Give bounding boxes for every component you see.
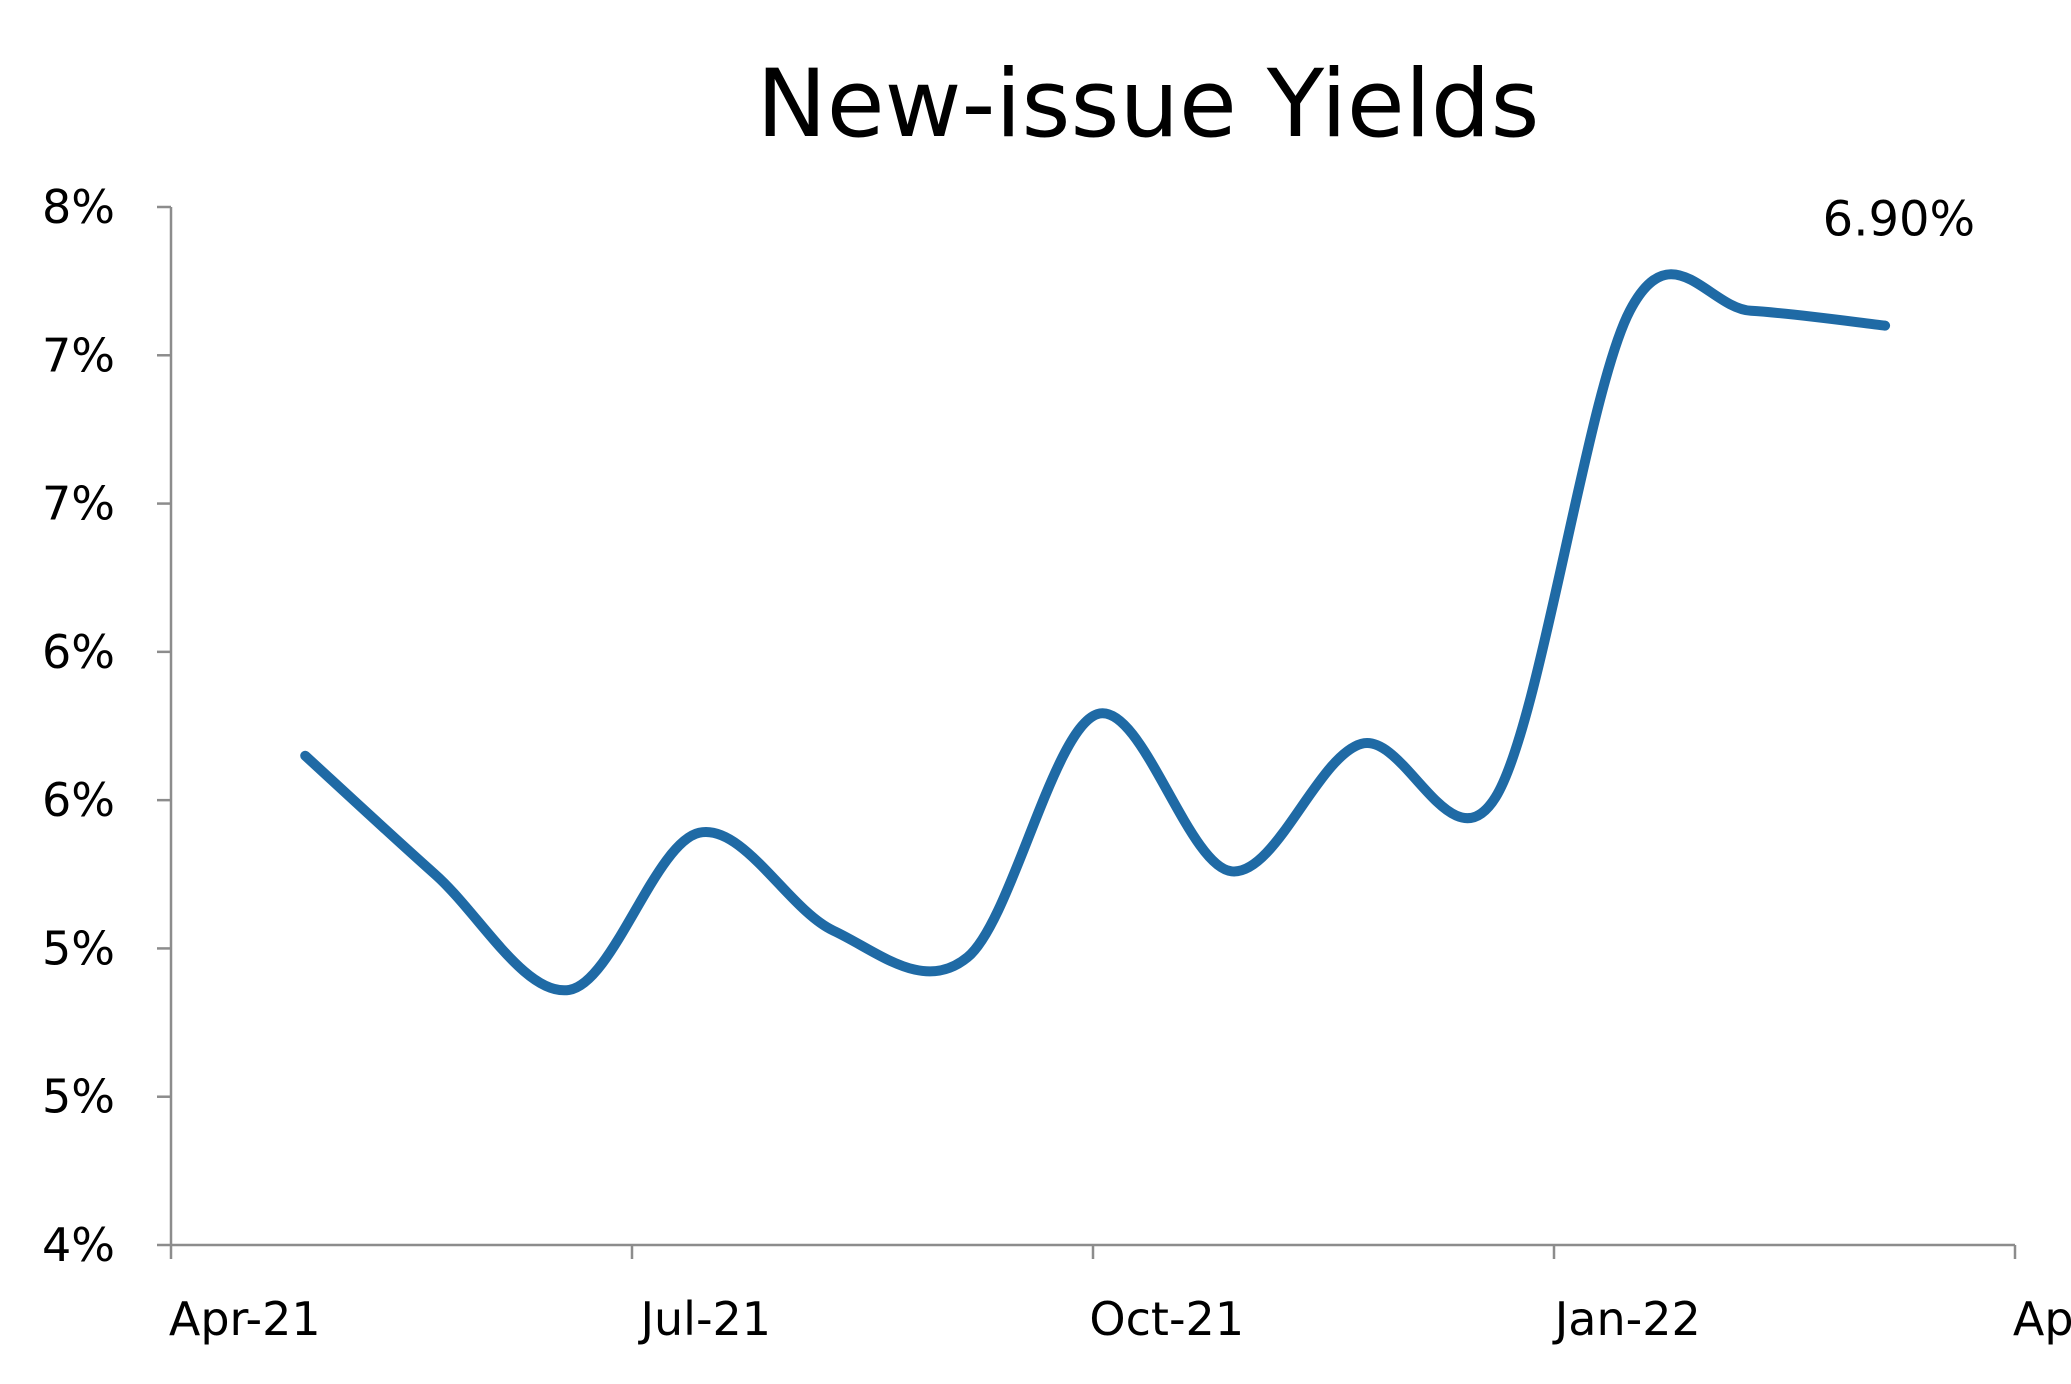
- chart-title: New-issue Yields: [756, 50, 1539, 159]
- x-tick-label: Jan-22: [1552, 1292, 1701, 1346]
- y-tick-label: 4%: [42, 1218, 115, 1272]
- x-axis: Apr-21 Jul-21 Oct-21 Jan-22 Apr-22: [169, 1243, 2071, 1346]
- y-tick-label: 5%: [42, 1070, 115, 1124]
- y-tick-label: 7%: [42, 477, 115, 531]
- x-tick-label: Oct-21: [1089, 1292, 1244, 1346]
- data-label-last-value: 6.90%: [1823, 192, 1975, 248]
- x-tick-label: Apr-21: [169, 1292, 321, 1346]
- series-layer: [300, 269, 1891, 996]
- x-tick-label: Apr-22: [2013, 1292, 2071, 1346]
- y-tick-label: 5%: [42, 921, 115, 975]
- x-tick-label: Jul-21: [637, 1292, 771, 1346]
- y-tick-label: 6%: [42, 625, 115, 679]
- y-tick-label: 8%: [42, 180, 115, 234]
- annotation-layer: 6.90%: [1823, 192, 1975, 248]
- y-tick-label: 7%: [42, 328, 115, 382]
- series-line: [300, 269, 1891, 996]
- y-tick-label: 6%: [42, 773, 115, 827]
- y-axis: 4% 5% 5% 6% 6% 7% 7% 8%: [42, 180, 173, 1272]
